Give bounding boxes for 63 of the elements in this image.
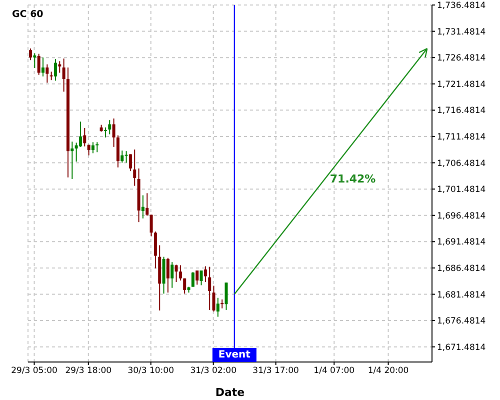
y-tick-label: 1,706.4814 <box>437 158 486 169</box>
candlestick <box>120 150 124 164</box>
y-tick-label: 1,681.4814 <box>437 290 486 300</box>
candlestick <box>83 127 86 147</box>
candlestick <box>154 231 157 269</box>
candlestick <box>78 121 82 148</box>
candlestick <box>104 126 107 138</box>
candlestick <box>58 60 62 74</box>
y-tick-label: 1,676.4814 <box>437 316 486 327</box>
y-tick-label: 1,736.4814 <box>437 1 486 12</box>
candlestick <box>208 266 212 310</box>
candlestick <box>96 142 99 153</box>
candlestick <box>191 272 194 288</box>
candlestick <box>178 264 182 281</box>
x-tick-label: 31/3 17:00 <box>252 366 299 376</box>
candlestick <box>70 141 74 180</box>
candlestick <box>29 48 32 61</box>
candlestick <box>91 142 94 154</box>
x-tick-label: 29/3 18:00 <box>65 366 112 376</box>
x-tick-label: 1/4 07:00 <box>314 366 355 376</box>
y-tick-label: 1,701.4814 <box>437 185 486 196</box>
candlestick <box>146 192 149 216</box>
x-tick-label: 31/3 02:00 <box>190 366 236 376</box>
candlestick <box>174 264 178 283</box>
candlestick <box>141 194 144 219</box>
candlestick <box>112 118 116 148</box>
candlestick <box>124 150 128 164</box>
candlestick <box>170 262 174 288</box>
y-tick-label: 1,726.4814 <box>437 54 486 64</box>
candlestick <box>216 297 220 318</box>
candlestick <box>41 56 44 77</box>
candlestick <box>33 52 36 69</box>
candlestick <box>196 270 199 286</box>
candlestick <box>150 214 153 237</box>
candlestick <box>183 278 186 294</box>
x-tick-label: 29/3 05:00 <box>11 366 58 376</box>
candlestick <box>54 58 57 82</box>
x-axis-title: Date <box>215 386 245 399</box>
candlestick <box>212 285 216 312</box>
candlestick <box>62 58 66 92</box>
x-tick-label: 30/3 10:00 <box>128 366 174 376</box>
annotation: 71.42% <box>330 172 376 186</box>
candlestick <box>224 282 228 310</box>
y-tick-label: 1,731.4814 <box>437 27 486 38</box>
y-tick-label: 1,691.4814 <box>437 238 486 248</box>
y-tick-label: 1,711.4814 <box>437 132 486 142</box>
candlestick <box>133 149 136 186</box>
candlestick <box>166 257 170 294</box>
y-tick-label: 1,716.4814 <box>437 106 486 116</box>
candlestick <box>128 154 132 172</box>
candlestick <box>37 53 40 76</box>
candlestick <box>46 64 49 84</box>
candlestick <box>108 120 112 135</box>
candlestick <box>204 266 207 283</box>
candlestick <box>200 270 203 286</box>
y-tick-label: 1,671.4814 <box>437 342 486 353</box>
y-tick-label: 1,721.4814 <box>437 80 486 90</box>
candlestick <box>116 134 120 168</box>
y-tick-label: 1,696.4814 <box>437 211 486 222</box>
chart-title: GC 60 <box>12 9 44 20</box>
annotation: Event <box>218 350 251 360</box>
y-tick-label: 1,686.4814 <box>437 264 486 274</box>
x-tick-label: 1/4 20:00 <box>368 366 409 376</box>
